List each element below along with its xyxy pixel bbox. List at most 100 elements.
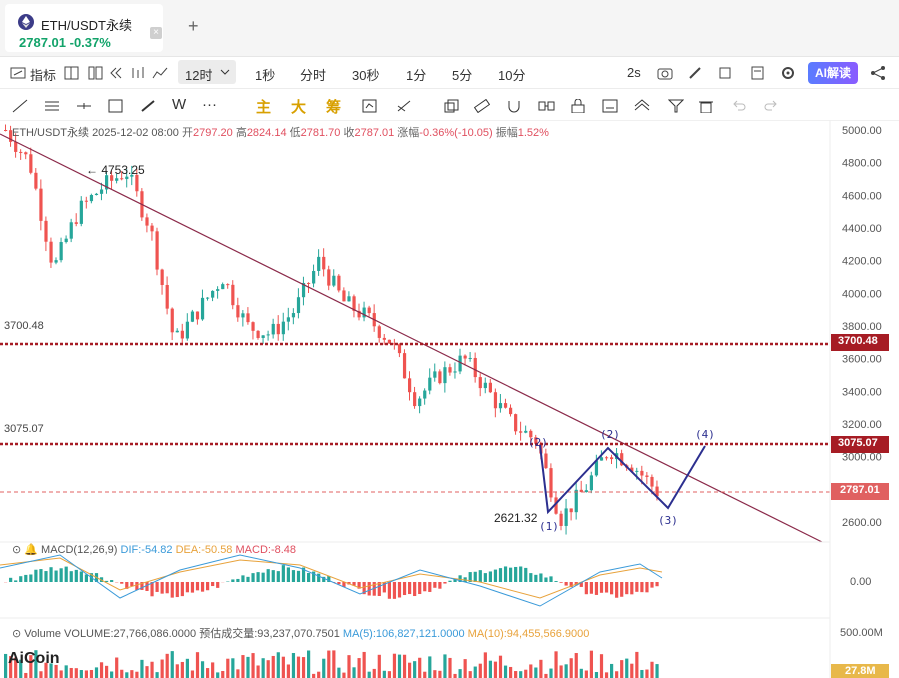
macd-bar bbox=[367, 582, 371, 596]
gear-icon[interactable] bbox=[780, 66, 796, 80]
link-tool-icon[interactable] bbox=[538, 99, 556, 113]
hline-tool-icon[interactable] bbox=[76, 99, 92, 113]
rectangle-tool-icon[interactable] bbox=[108, 99, 124, 113]
price-chart[interactable]: 5000.00 4800.00 4600.00 4400.00 4200.00 4000.… bbox=[0, 120, 899, 678]
volume-bar bbox=[539, 659, 543, 678]
replay-icon[interactable] bbox=[108, 66, 124, 80]
filter-icon[interactable] bbox=[668, 99, 684, 113]
macd-bar bbox=[266, 569, 270, 582]
volume-bar bbox=[14, 657, 18, 678]
macd-bar bbox=[175, 582, 179, 598]
chart-type-icon[interactable] bbox=[130, 66, 148, 80]
undo-icon[interactable] bbox=[731, 99, 747, 113]
macd-bar bbox=[498, 568, 503, 582]
indicator-icon[interactable] bbox=[10, 66, 26, 80]
eye-icon[interactable]: ⊙ bbox=[12, 628, 22, 640]
macd-bar bbox=[488, 571, 492, 582]
hlines-tool-icon[interactable] bbox=[44, 99, 60, 113]
share-out-icon[interactable] bbox=[718, 66, 734, 80]
macd-bar bbox=[620, 582, 624, 597]
chart-style-icon[interactable] bbox=[152, 66, 168, 80]
candle bbox=[438, 371, 442, 384]
add-tab-icon[interactable]: + bbox=[188, 16, 199, 36]
eye-tool-icon[interactable] bbox=[602, 99, 618, 113]
volume-bar bbox=[19, 659, 23, 678]
speed-button[interactable]: 2s bbox=[627, 65, 641, 80]
aicoin-logo: AiCoin bbox=[8, 650, 60, 667]
interval-1s[interactable]: 1秒 bbox=[255, 68, 276, 83]
pencil-icon[interactable] bbox=[688, 66, 704, 80]
candle bbox=[347, 296, 351, 302]
wave-path[interactable] bbox=[539, 444, 706, 515]
macd-bar bbox=[140, 582, 144, 590]
eye-icon[interactable]: ⊙ bbox=[12, 544, 22, 556]
candle bbox=[594, 460, 599, 476]
more-tools-button[interactable]: ··· bbox=[202, 96, 217, 113]
candle bbox=[180, 330, 184, 339]
redo-icon[interactable] bbox=[763, 99, 779, 113]
copy-tool-icon[interactable] bbox=[444, 99, 460, 113]
trend-line[interactable] bbox=[0, 133, 823, 543]
indicators-button[interactable]: 指标 bbox=[30, 68, 57, 83]
interval-30s[interactable]: 30秒 bbox=[352, 68, 380, 83]
interval-timeline[interactable]: 分时 bbox=[300, 68, 327, 83]
volume-bar bbox=[251, 653, 255, 678]
main-indicator-button[interactable]: 主 bbox=[256, 99, 272, 116]
candle bbox=[463, 355, 467, 359]
volume-bar bbox=[413, 661, 417, 678]
volume-bar bbox=[105, 665, 109, 678]
layers-tool-icon[interactable] bbox=[634, 99, 650, 113]
volume-bar bbox=[519, 671, 523, 678]
candle bbox=[620, 453, 624, 466]
symbol-tab[interactable]: ETH/USDT永续 2787.01 -0.37% × bbox=[5, 4, 163, 52]
candle bbox=[559, 513, 563, 526]
interval-selector[interactable]: 12时 bbox=[178, 60, 236, 84]
volume-bar bbox=[574, 653, 578, 678]
macd-bar bbox=[625, 582, 629, 595]
candle bbox=[312, 270, 316, 284]
macd-dea: DEA:-50.58 bbox=[175, 544, 233, 556]
volume-bar bbox=[185, 658, 189, 678]
trash-icon[interactable] bbox=[698, 99, 714, 113]
macd-bar bbox=[9, 577, 13, 582]
note-icon[interactable] bbox=[750, 66, 766, 80]
info-open: 2797.20 bbox=[192, 127, 233, 139]
magnet-tool-icon[interactable] bbox=[506, 99, 522, 113]
dif-line bbox=[0, 554, 663, 607]
volume-bar bbox=[483, 652, 487, 678]
macd-bar bbox=[645, 582, 649, 593]
ai-analysis-button[interactable]: AI解读 bbox=[808, 62, 858, 84]
candle bbox=[408, 378, 412, 393]
volume-bar bbox=[9, 656, 13, 678]
trendline-tool-icon[interactable] bbox=[12, 99, 28, 113]
sync-tool-icon[interactable] bbox=[362, 99, 378, 113]
macd-bar bbox=[110, 580, 114, 582]
measure-tool-icon[interactable] bbox=[396, 99, 412, 113]
layout-icon[interactable] bbox=[64, 66, 80, 80]
big-order-button[interactable]: 大 bbox=[291, 99, 307, 116]
interval-1m[interactable]: 1分 bbox=[406, 68, 427, 83]
brush-tool-icon[interactable] bbox=[140, 99, 156, 113]
camera-icon[interactable] bbox=[657, 66, 673, 80]
bell-icon[interactable]: 🔔 bbox=[24, 544, 38, 556]
chip-button[interactable]: 筹 bbox=[326, 99, 342, 116]
volume-bar bbox=[307, 650, 311, 678]
wave-tool-button[interactable]: W bbox=[172, 96, 187, 113]
macd-bar bbox=[312, 571, 316, 582]
volume-bar bbox=[615, 671, 619, 678]
template-icon[interactable] bbox=[88, 66, 104, 80]
interval-5m[interactable]: 5分 bbox=[452, 68, 473, 83]
macd-bar bbox=[544, 577, 548, 582]
volume-bar bbox=[524, 669, 528, 678]
volume-bar bbox=[433, 670, 437, 678]
macd-bar bbox=[599, 582, 604, 593]
share-icon[interactable] bbox=[870, 66, 886, 80]
macd-bar bbox=[589, 582, 593, 594]
ruler-tool-icon[interactable] bbox=[474, 99, 490, 113]
lock-icon[interactable] bbox=[570, 99, 586, 113]
close-tab-icon[interactable]: × bbox=[150, 27, 162, 39]
interval-10m[interactable]: 10分 bbox=[498, 68, 526, 83]
candle bbox=[69, 222, 73, 239]
macd-bar bbox=[433, 582, 437, 588]
macd-bar bbox=[145, 582, 149, 592]
